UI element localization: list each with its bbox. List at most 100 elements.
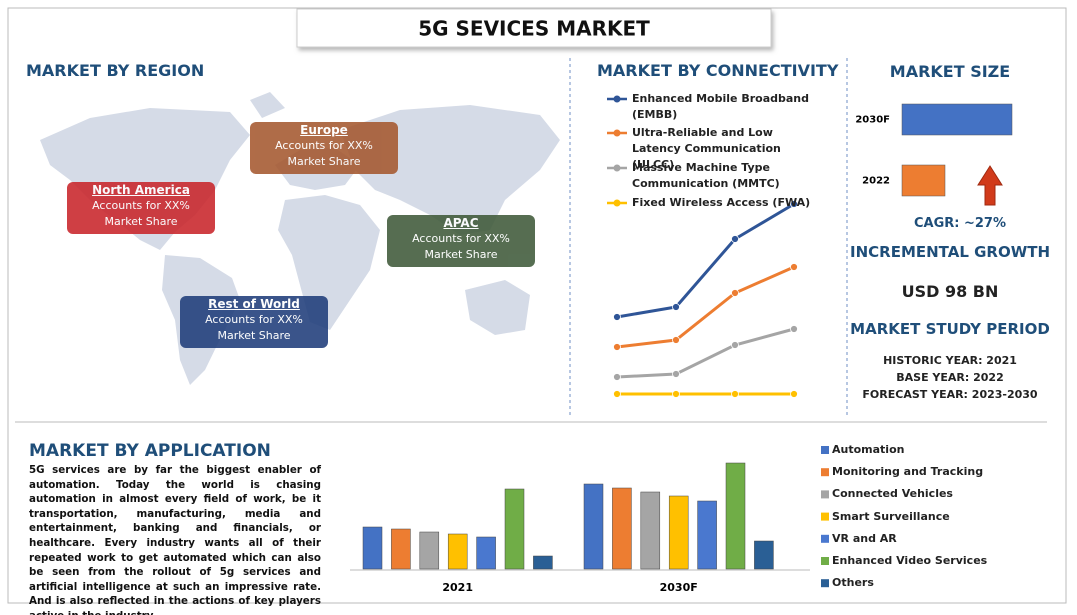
legend-swatch	[821, 446, 829, 454]
line-point	[613, 373, 621, 381]
map-greenland	[250, 92, 285, 118]
line-point	[790, 390, 798, 398]
region-name: Europe	[300, 123, 348, 137]
legend-dot	[613, 199, 621, 207]
region-share: Accounts for XX%	[275, 139, 373, 152]
connectivity-title: MARKET BY CONNECTIVITY	[597, 61, 839, 80]
region-share: Accounts for XX%	[412, 232, 510, 245]
region-name: Rest of World	[208, 297, 300, 311]
line-point	[731, 390, 739, 398]
map-north-america	[40, 108, 250, 250]
region-callout: Europe Accounts for XX% Market Share	[250, 122, 398, 174]
region-callout: North America Accounts for XX% Market Shar…	[67, 182, 215, 234]
bar	[419, 531, 440, 570]
line	[616, 265, 795, 349]
legend-text: Enhanced Video Services	[832, 554, 988, 567]
legend-text: Smart Surveillance	[832, 509, 950, 523]
legend-swatch	[821, 579, 829, 588]
legend-text: Others	[832, 576, 874, 590]
legend-text: Massive Machine Type Communication (MMTC…	[632, 161, 780, 190]
growth-value: USD 98 BN	[901, 282, 999, 301]
line	[616, 202, 795, 319]
bar	[533, 555, 553, 570]
region-callout: APAC Accounts for XX% Market Share	[387, 215, 535, 267]
legend-marker	[607, 199, 627, 207]
application-title: MARKET BY APPLICATION	[29, 441, 271, 461]
region-share: Market Share	[287, 155, 361, 168]
title-box	[296, 8, 772, 48]
line-point	[613, 390, 621, 398]
bar	[901, 164, 946, 197]
bar	[391, 528, 411, 570]
legend-text: Fixed Wireless Access (FWA)	[632, 196, 811, 209]
legend-dot	[613, 129, 621, 137]
legend-swatch	[821, 490, 829, 499]
map-australia	[465, 280, 530, 335]
study-title: MARKET STUDY PERIOD	[850, 320, 1050, 338]
legend-dot	[613, 95, 621, 103]
region-share: Accounts for XX%	[205, 313, 303, 326]
legend-marker	[607, 164, 627, 172]
line-point	[613, 343, 621, 351]
bar-label: 2022	[862, 176, 890, 187]
cagr: CAGR: ~27%	[913, 216, 1006, 231]
legend-swatch	[821, 512, 829, 521]
region-callout: Rest of World Accounts for XX% Market Shar…	[180, 296, 328, 348]
application-text: 5G services are by far the biggest enabl…	[29, 464, 321, 615]
bar	[476, 536, 496, 570]
study-line: HISTORIC YEAR: 2021	[883, 354, 1017, 367]
legend-swatch	[821, 468, 829, 477]
bar	[901, 103, 1013, 136]
line-point	[790, 263, 798, 271]
region-name: APAC	[443, 216, 479, 230]
legend-dot	[613, 164, 621, 172]
region-share: Market Share	[424, 248, 498, 261]
line-point	[672, 390, 680, 398]
region-share: Market Share	[104, 215, 178, 228]
legend-text: Ultra-Reliable and Low Latency Communica…	[632, 126, 781, 171]
line-point	[672, 370, 680, 378]
line-point	[731, 289, 739, 297]
region-share: Accounts for XX%	[92, 199, 190, 212]
legend-swatch	[821, 557, 829, 565]
bar	[583, 483, 604, 570]
legend-text: VR and AR	[832, 531, 897, 545]
bar	[697, 500, 717, 570]
region-share: Market Share	[217, 329, 291, 342]
line-point	[672, 303, 680, 311]
market-size-title: MARKET SIZE	[889, 62, 1011, 81]
region-name: North America	[92, 183, 190, 197]
study-lines: HISTORIC YEAR: 2021 BASE YEAR: 2022 FORE…	[850, 352, 1050, 403]
line-point	[790, 200, 798, 208]
x-tick-label: 2021	[442, 581, 473, 594]
bar	[612, 487, 632, 570]
page-title: 5G SEVICES MARKET	[418, 17, 650, 41]
bar	[725, 462, 746, 570]
frame	[7, 7, 1067, 604]
line-point	[613, 313, 621, 321]
bar	[668, 495, 689, 570]
bar	[754, 540, 774, 570]
legend-marker	[607, 95, 627, 103]
legend-marker	[607, 129, 627, 137]
growth-arrow	[977, 165, 1003, 206]
study-line: BASE YEAR: 2022	[896, 371, 1004, 384]
region-title: MARKET BY REGION	[26, 61, 205, 80]
bar	[640, 491, 661, 570]
bar	[447, 533, 468, 570]
legend-text: Enhanced Mobile Broadband (EMBB)	[632, 92, 809, 121]
study-line: FORECAST YEAR: 2023-2030	[862, 388, 1038, 401]
line-point	[731, 235, 739, 243]
line-point	[672, 336, 680, 344]
line-point	[731, 341, 739, 349]
line	[616, 327, 795, 379]
bar	[504, 488, 525, 570]
legend-text: Connected Vehicles	[832, 487, 953, 501]
growth-title: INCREMENTAL GROWTH	[850, 243, 1051, 261]
bar-label: 2030F	[855, 115, 890, 126]
legend-text: Monitoring and Tracking	[832, 465, 984, 479]
legend-swatch	[821, 534, 829, 543]
legend-text: Automation	[832, 443, 905, 456]
x-tick-label: 2030F	[660, 581, 698, 594]
